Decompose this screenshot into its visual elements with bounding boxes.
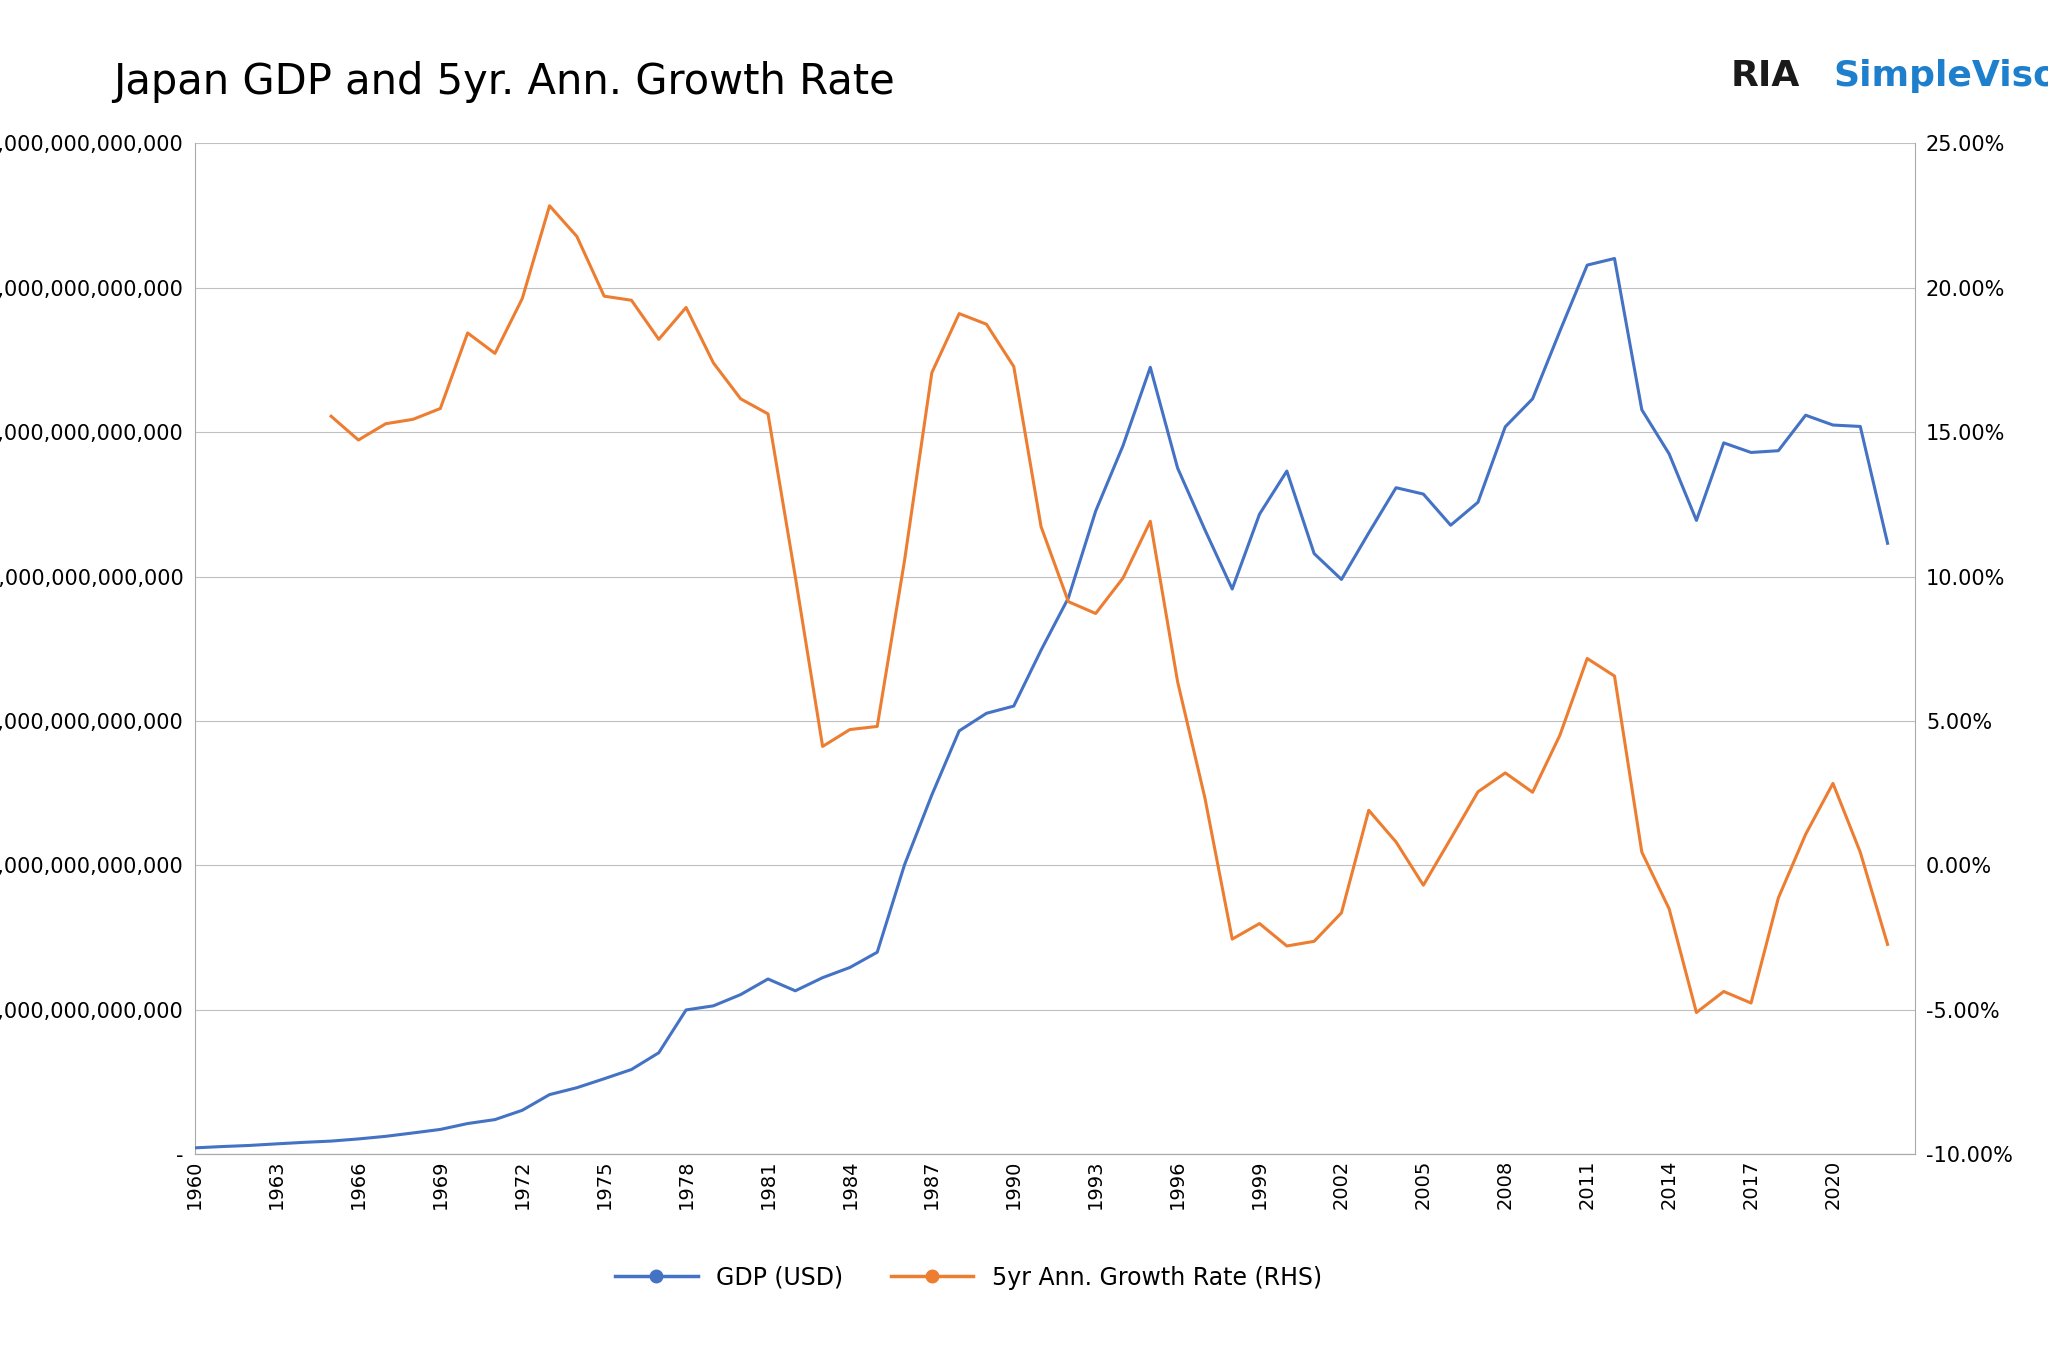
Polygon shape (1638, 36, 1712, 98)
Text: RIA: RIA (1731, 59, 1800, 93)
Text: SimpleVisor: SimpleVisor (1833, 59, 2048, 93)
Text: Japan GDP and 5yr. Ann. Growth Rate: Japan GDP and 5yr. Ann. Growth Rate (113, 61, 895, 104)
Legend: GDP (USD), 5yr Ann. Growth Rate (RHS): GDP (USD), 5yr Ann. Growth Rate (RHS) (606, 1257, 1331, 1299)
